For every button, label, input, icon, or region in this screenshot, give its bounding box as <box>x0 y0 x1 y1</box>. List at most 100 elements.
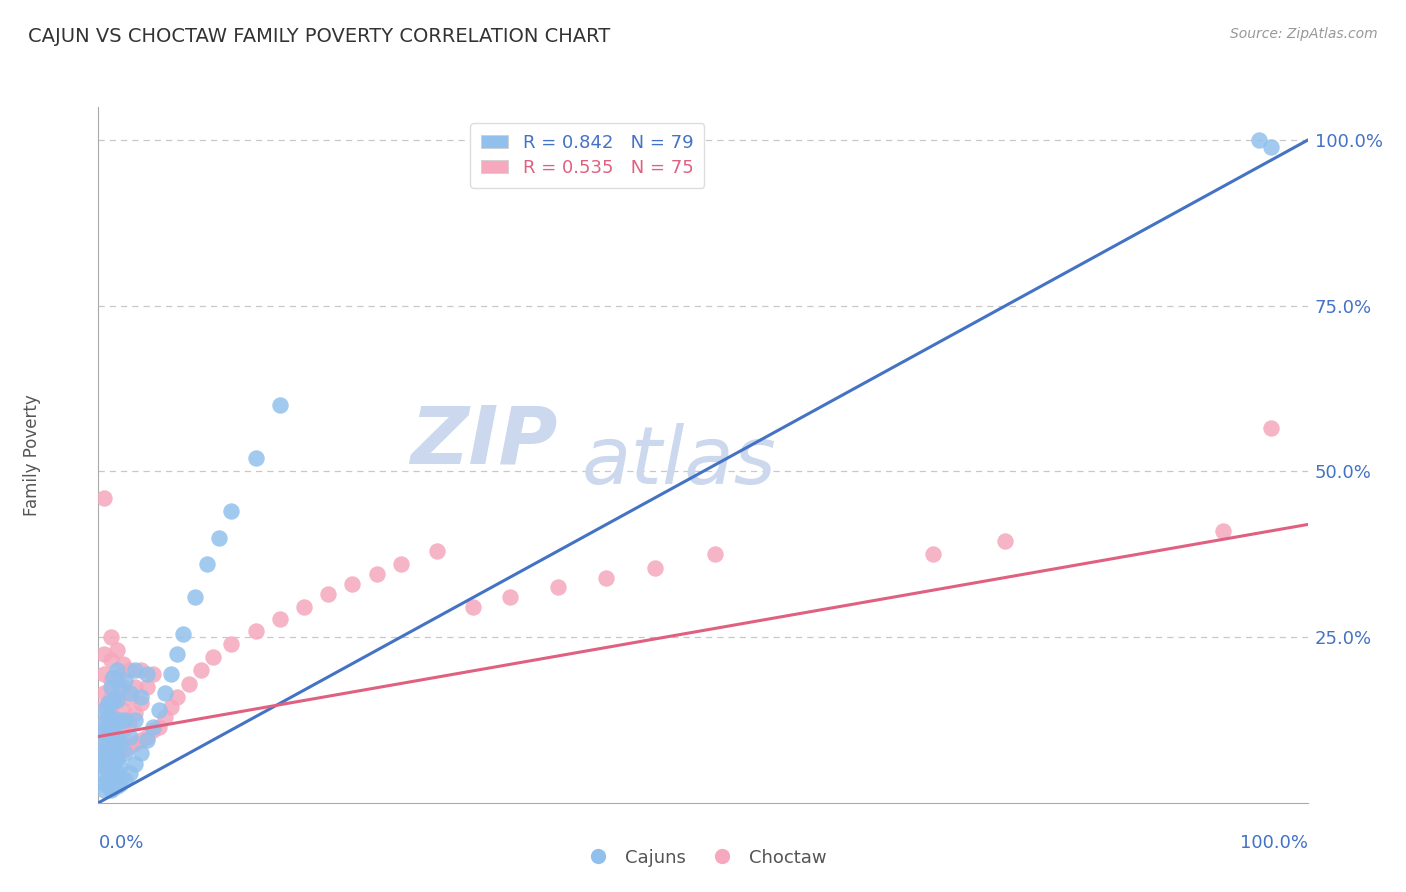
Point <box>245 624 267 638</box>
Point <box>114 713 136 727</box>
Point <box>114 772 136 787</box>
Point <box>498 591 520 605</box>
Point <box>101 730 124 744</box>
Point <box>124 663 146 677</box>
Point <box>1260 421 1282 435</box>
Point <box>100 680 122 694</box>
Point <box>101 757 124 772</box>
Point <box>994 534 1017 549</box>
Point <box>93 746 115 760</box>
Point <box>105 693 128 707</box>
Point <box>105 766 128 780</box>
Point <box>101 670 124 684</box>
Point <box>97 764 120 778</box>
Point <box>105 750 128 764</box>
Text: atlas: atlas <box>582 423 778 501</box>
Point <box>93 686 115 700</box>
Point <box>221 637 243 651</box>
Point <box>135 680 157 694</box>
Point <box>93 703 115 717</box>
Point <box>153 709 176 723</box>
Point <box>100 743 122 757</box>
Point <box>97 720 120 734</box>
Point <box>160 666 183 681</box>
Point <box>118 766 141 780</box>
Point <box>93 716 115 731</box>
Text: 0.0%: 0.0% <box>98 834 143 852</box>
Point <box>148 720 170 734</box>
Point <box>547 581 569 595</box>
Point <box>114 746 136 760</box>
Point <box>100 630 122 644</box>
Point <box>124 736 146 750</box>
Point <box>101 744 124 758</box>
Point <box>111 723 134 737</box>
Point <box>100 763 122 777</box>
Point <box>118 716 141 731</box>
Point <box>1260 140 1282 154</box>
Point <box>1212 524 1234 538</box>
Point <box>105 663 128 677</box>
Point <box>118 691 141 706</box>
Point <box>101 781 124 796</box>
Point <box>105 643 128 657</box>
Point <box>108 777 131 791</box>
Point <box>129 690 152 704</box>
Point <box>97 756 120 770</box>
Point <box>135 730 157 744</box>
Point <box>292 600 315 615</box>
Point <box>93 753 115 767</box>
Point <box>93 699 115 714</box>
Point <box>124 706 146 721</box>
Point <box>160 699 183 714</box>
Point <box>105 713 128 727</box>
Point <box>704 547 727 561</box>
Point <box>101 769 124 783</box>
Text: CAJUN VS CHOCTAW FAMILY POVERTY CORRELATION CHART: CAJUN VS CHOCTAW FAMILY POVERTY CORRELAT… <box>28 27 610 45</box>
Point <box>153 686 176 700</box>
Point <box>118 739 141 754</box>
Point <box>105 779 128 793</box>
Point <box>97 779 120 793</box>
Point <box>93 726 115 740</box>
Point <box>101 713 124 727</box>
Point <box>921 547 943 561</box>
Point <box>93 730 115 744</box>
Point <box>142 666 165 681</box>
Point <box>342 577 364 591</box>
Point <box>100 723 122 737</box>
Legend: Cajuns, Choctaw: Cajuns, Choctaw <box>572 841 834 874</box>
Point <box>195 558 218 572</box>
Point <box>129 732 152 747</box>
Point <box>100 749 122 764</box>
Point <box>111 743 134 757</box>
Point <box>105 716 128 731</box>
Point <box>190 663 212 677</box>
Point <box>100 782 122 797</box>
Point <box>105 746 128 760</box>
Point <box>166 690 188 704</box>
Point <box>93 736 115 750</box>
Point <box>100 736 122 750</box>
Point <box>93 759 115 773</box>
Point <box>108 759 131 773</box>
Point <box>179 676 201 690</box>
Point <box>221 504 243 518</box>
Point <box>202 650 225 665</box>
Text: ZIP: ZIP <box>411 402 558 480</box>
Point <box>114 673 136 688</box>
Point <box>93 647 115 661</box>
Point <box>105 693 128 707</box>
Point <box>100 709 122 723</box>
Point <box>93 716 115 731</box>
Point <box>93 769 115 783</box>
Point <box>135 666 157 681</box>
Text: Source: ZipAtlas.com: Source: ZipAtlas.com <box>1230 27 1378 41</box>
Point <box>111 657 134 671</box>
Point <box>108 680 131 694</box>
Point <box>100 753 122 767</box>
Point <box>366 567 388 582</box>
Point <box>166 647 188 661</box>
Point <box>111 680 134 694</box>
Point <box>208 531 231 545</box>
